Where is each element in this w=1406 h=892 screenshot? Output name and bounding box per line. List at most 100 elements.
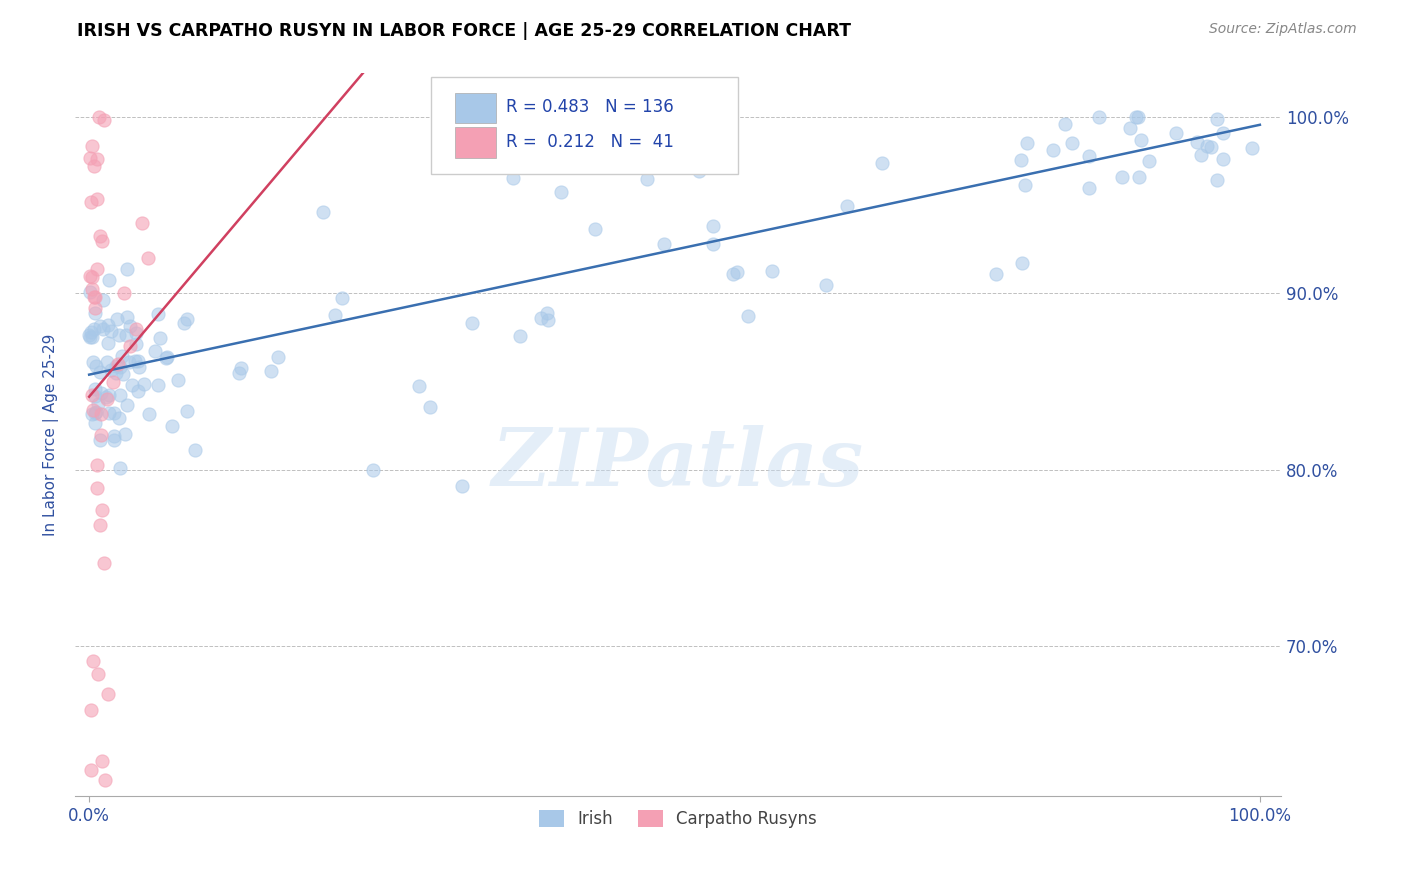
Point (737, 309, 759, 323)
Point (80, 139, 103, 153)
Point (1078, 180, 1101, 194)
Point (90, 385, 112, 400)
Point (104, 366, 127, 380)
Point (103, 406, 125, 420)
Point (96, 355, 118, 369)
Point (361, 463, 384, 477)
Point (814, 277, 837, 292)
Point (118, 319, 141, 334)
Point (143, 343, 166, 358)
Point (636, 172, 658, 186)
Point (229, 360, 252, 375)
Point (323, 308, 346, 322)
Point (90, 235, 112, 249)
Point (1137, 154, 1160, 169)
Point (115, 327, 138, 342)
Point (80, 764, 103, 778)
Point (419, 400, 441, 414)
Point (311, 204, 333, 219)
Point (228, 366, 250, 380)
Point (86, 458, 108, 472)
Point (127, 354, 149, 368)
FancyBboxPatch shape (456, 128, 496, 158)
Point (103, 434, 125, 448)
Point (124, 354, 146, 368)
Point (117, 398, 139, 412)
Point (502, 171, 524, 186)
Point (136, 251, 159, 265)
Point (89, 517, 111, 532)
Point (451, 479, 474, 493)
Point (1042, 143, 1064, 157)
Point (1011, 256, 1033, 270)
Point (600, 152, 623, 166)
Point (156, 350, 179, 364)
Text: ZIPatlas: ZIPatlas (492, 425, 865, 502)
Point (837, 199, 859, 213)
Point (84, 301, 107, 316)
Point (83, 416, 105, 430)
Point (1088, 110, 1111, 124)
Point (870, 156, 893, 170)
Point (115, 310, 138, 325)
Point (97, 318, 120, 332)
Point (91, 322, 114, 336)
Point (461, 316, 484, 330)
Point (79, 328, 101, 343)
Point (1206, 173, 1229, 187)
Point (86, 481, 108, 495)
Point (86, 192, 108, 206)
Point (82, 330, 104, 344)
Text: IRISH VS CARPATHO RUSYN IN LABOR FORCE | AGE 25-29 CORRELATION CHART: IRISH VS CARPATHO RUSYN IN LABOR FORCE |… (77, 22, 851, 40)
Point (83, 389, 105, 403)
Point (114, 427, 136, 442)
Point (94, 773, 117, 788)
Point (176, 311, 198, 326)
Point (96, 392, 118, 407)
Point (146, 378, 169, 392)
Point (118, 355, 141, 369)
Point (91, 754, 114, 768)
Point (103, 429, 125, 443)
Point (83, 290, 105, 304)
Point (79, 152, 101, 166)
Point (166, 373, 188, 387)
Point (555, 110, 578, 124)
Point (120, 339, 142, 353)
Point (652, 237, 675, 252)
Point (138, 407, 160, 421)
Point (1195, 138, 1218, 153)
Point (984, 267, 1007, 281)
Point (721, 267, 744, 281)
Point (82, 403, 104, 417)
Point (125, 322, 148, 336)
Point (1111, 169, 1133, 184)
Point (89, 433, 111, 447)
Point (1166, 127, 1188, 141)
Point (87, 666, 110, 681)
Point (84, 306, 107, 320)
Point (146, 307, 169, 321)
Point (86, 359, 108, 373)
Point (1125, 110, 1147, 124)
Point (82, 270, 104, 285)
Text: Source: ZipAtlas.com: Source: ZipAtlas.com (1209, 22, 1357, 37)
Point (408, 379, 430, 393)
Point (82, 282, 104, 296)
Point (155, 351, 177, 366)
FancyBboxPatch shape (430, 77, 738, 174)
Point (1078, 149, 1101, 163)
Point (725, 265, 748, 279)
Point (1212, 127, 1234, 141)
Point (82, 654, 104, 668)
Point (94, 390, 117, 404)
Point (1126, 110, 1149, 124)
Point (83, 406, 105, 420)
Point (479, 110, 502, 124)
Point (79, 285, 101, 300)
Legend: Irish, Carpatho Rusyns: Irish, Carpatho Rusyns (533, 804, 824, 835)
Point (104, 359, 127, 374)
Point (1062, 136, 1084, 151)
Point (330, 291, 353, 305)
Point (80, 195, 103, 210)
